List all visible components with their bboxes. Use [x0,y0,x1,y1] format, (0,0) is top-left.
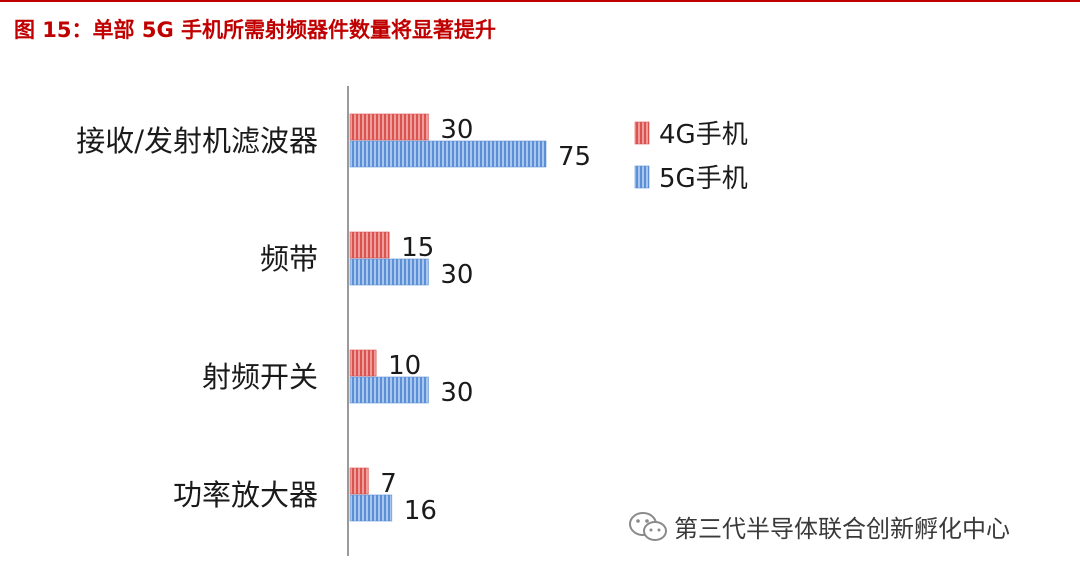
category-label: 接收/发射机滤波器 [76,124,318,158]
value-label-5g: 30 [440,378,473,408]
bar-5g [349,140,547,168]
value-label-5g: 30 [440,260,473,290]
legend-swatch-4g [634,121,650,145]
category-label: 射频开关 [202,360,318,394]
bar-4g [349,113,429,141]
figure-number: 图 15： [14,18,93,42]
category-label: 频带 [260,242,318,276]
bar-5g [349,258,429,286]
legend-label-5g: 5G手机 [659,164,748,194]
value-label-4g: 10 [388,351,421,381]
category-label: 功率放大器 [173,478,318,512]
bar-4g [349,231,390,259]
wechat-icon [629,511,667,541]
legend-swatch-5g [634,165,650,189]
bar-5g [349,376,429,404]
bar-4g [349,349,377,377]
bar-5g [349,494,393,522]
watermark-text: 第三代半导体联合创新孵化中心 [674,515,1010,543]
value-label-4g: 15 [401,233,434,263]
top-rule [0,0,1080,2]
watermark: 第三代半导体联合创新孵化中心 [628,509,1010,544]
legend-label-4g: 4G手机 [659,120,748,150]
legend: 4G手机 5G手机 [634,120,748,194]
figure-title-text: 单部 5G 手机所需射频器件数量将显著提升 [92,18,497,42]
value-label-5g: 16 [404,496,437,526]
value-label-5g: 75 [558,142,591,172]
bar-4g [349,467,369,495]
value-label-4g: 7 [380,469,397,499]
figure-title: 图 15：单部 5G 手机所需射频器件数量将显著提升 [14,14,496,44]
bars-layer [349,113,547,522]
value-label-4g: 30 [440,115,473,145]
